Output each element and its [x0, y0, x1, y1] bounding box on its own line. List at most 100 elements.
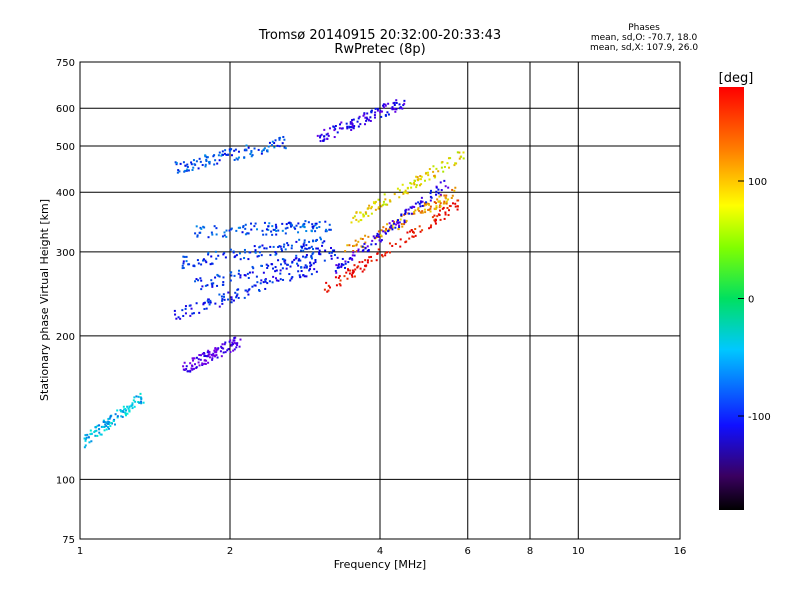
data-point — [221, 298, 224, 301]
data-point — [352, 271, 355, 274]
data-point — [210, 231, 213, 234]
data-point — [90, 440, 93, 443]
data-point — [260, 152, 263, 155]
data-point — [359, 267, 362, 270]
data-point — [295, 254, 298, 257]
data-point — [282, 278, 285, 281]
data-point — [290, 223, 293, 226]
data-point — [321, 244, 324, 247]
data-point — [181, 309, 184, 312]
data-point — [318, 221, 321, 224]
colorbar-label: [deg] — [719, 71, 754, 86]
data-point — [419, 230, 422, 233]
data-point — [183, 255, 186, 258]
data-point — [134, 400, 137, 403]
data-point — [221, 235, 224, 238]
data-point — [410, 212, 413, 215]
data-point — [405, 191, 408, 194]
data-point — [308, 246, 311, 249]
data-point — [331, 249, 334, 252]
data-point — [312, 251, 315, 254]
data-point — [375, 235, 378, 238]
data-point — [396, 187, 399, 190]
data-point — [391, 228, 394, 231]
data-point — [397, 227, 400, 230]
data-point — [385, 203, 388, 206]
data-point — [271, 144, 274, 147]
data-point — [107, 427, 110, 430]
data-point — [222, 347, 225, 350]
data-point — [269, 245, 272, 248]
data-point — [261, 150, 264, 153]
data-point — [120, 415, 123, 418]
data-point — [305, 255, 308, 258]
data-point — [384, 103, 387, 106]
data-point — [453, 189, 456, 192]
data-point — [309, 261, 312, 264]
data-point — [364, 264, 367, 267]
data-point — [239, 258, 242, 261]
data-point — [410, 206, 413, 209]
data-point — [433, 174, 436, 177]
data-point — [413, 212, 416, 215]
data-point — [315, 238, 318, 241]
data-point — [235, 157, 238, 160]
data-point — [370, 205, 373, 208]
data-point — [215, 351, 218, 354]
data-point — [219, 350, 222, 353]
data-point — [323, 288, 326, 291]
data-point — [182, 266, 185, 269]
data-point — [281, 249, 284, 252]
data-point — [416, 208, 419, 211]
data-point — [116, 416, 119, 419]
data-point — [324, 220, 327, 223]
data-point — [204, 355, 207, 358]
data-point — [253, 284, 256, 287]
data-point — [394, 242, 397, 245]
data-point — [96, 434, 99, 437]
data-point — [399, 218, 402, 221]
data-point — [323, 128, 326, 131]
data-point — [413, 206, 416, 209]
data-point — [205, 261, 208, 264]
data-point — [402, 192, 405, 195]
data-point — [355, 218, 358, 221]
data-point — [238, 269, 241, 272]
data-point — [211, 354, 214, 357]
data-point — [223, 152, 226, 155]
data-point — [350, 126, 353, 129]
data-point — [374, 111, 377, 114]
data-point — [279, 278, 282, 281]
data-point — [239, 274, 242, 277]
data-point — [412, 230, 415, 233]
data-point — [217, 254, 220, 257]
data-point — [257, 148, 260, 151]
data-point — [275, 226, 278, 229]
data-point — [283, 260, 286, 263]
data-point — [451, 194, 454, 197]
data-point — [373, 202, 376, 205]
data-point — [302, 249, 305, 252]
data-point — [236, 344, 239, 347]
data-point — [173, 309, 176, 312]
data-point — [418, 209, 421, 212]
data-point — [400, 214, 403, 217]
data-point — [364, 234, 367, 237]
data-point — [366, 117, 369, 120]
data-point — [140, 398, 143, 401]
y-tick-label: 600 — [56, 104, 75, 115]
data-point — [428, 203, 431, 206]
data-point — [182, 314, 185, 317]
data-point — [275, 225, 278, 228]
data-point — [283, 243, 286, 246]
data-point — [266, 282, 269, 285]
data-point — [284, 232, 287, 235]
data-point — [354, 239, 357, 242]
data-point — [353, 275, 356, 278]
data-point — [208, 356, 211, 359]
data-point — [204, 155, 207, 158]
data-point — [364, 241, 367, 244]
data-point — [350, 121, 353, 124]
data-point — [94, 430, 97, 433]
data-point — [198, 157, 201, 160]
